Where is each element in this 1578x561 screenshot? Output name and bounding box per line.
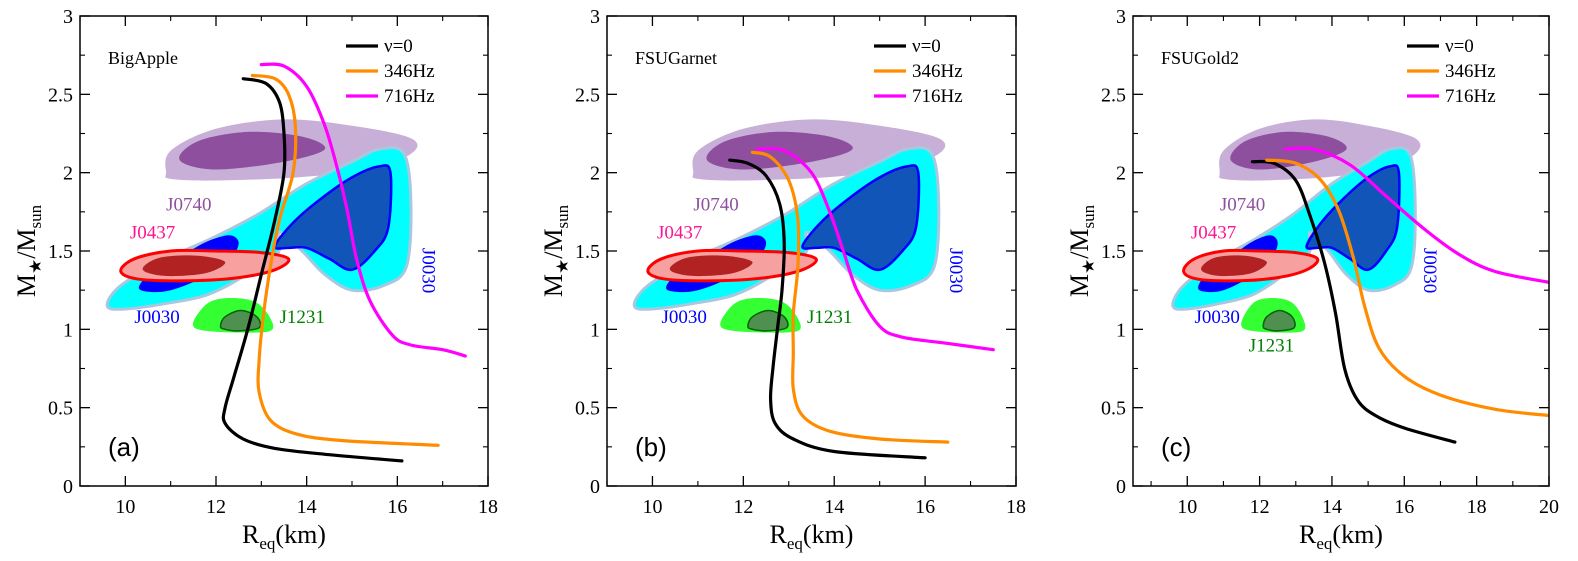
legend-entry: 716Hz: [384, 86, 435, 107]
j0437-inner-region: [142, 255, 226, 277]
j0740-inner-region: [179, 131, 326, 170]
y-axis-label: M★/Msun: [539, 204, 572, 297]
series-line-0: [728, 158, 927, 460]
j0437-inner-region: [669, 255, 753, 277]
series-line-0: [1250, 159, 1457, 444]
y-tick-label: 1: [63, 319, 73, 341]
series-line-0: [221, 77, 404, 463]
label-j0030-left: J0030: [134, 307, 179, 328]
panel-letter: (b): [635, 432, 667, 462]
series-line-2: [1283, 146, 1549, 284]
legend-entry: 716Hz: [912, 86, 963, 107]
y-tick-label: 2: [1116, 163, 1126, 185]
x-tick-label: 14: [297, 496, 317, 518]
panel-bigapple: 10 12 14 16 18 0 0.5 1 1.5 2 2.5 3 Req(km) M★/Msun Big…: [12, 6, 498, 553]
x-tick-label: 12: [733, 496, 753, 518]
x-tick-label: 16: [1394, 496, 1414, 518]
y-tick-label: 1: [1116, 319, 1126, 341]
y-tick-label: 2.5: [575, 84, 600, 106]
y-tick-label: 3: [590, 6, 600, 28]
x-tick-label: 16: [387, 496, 407, 518]
label-j1231: J1231: [807, 307, 852, 328]
legend-entry: 346Hz: [912, 61, 963, 82]
series-line-1: [1265, 158, 1549, 418]
j0030-inner-region-upper: [273, 164, 393, 272]
legend-entry: ν=0: [912, 36, 941, 57]
label-j0030-left: J0030: [1194, 307, 1239, 328]
x-axis-label: Req(km): [1299, 520, 1383, 553]
legend-entry: 346Hz: [384, 61, 435, 82]
y-tick-label: 1.5: [575, 241, 600, 263]
x-tick-label: 10: [1177, 496, 1197, 518]
x-tick-label: 16: [915, 496, 935, 518]
y-axis-label: M★/Msun: [1065, 204, 1098, 297]
x-axis-label: Req(km): [770, 520, 854, 553]
legend-entry: 716Hz: [1445, 86, 1496, 107]
label-j0030-right: J0030: [417, 248, 438, 293]
model-name: FSUGold2: [1161, 48, 1239, 68]
x-tick-label: 14: [824, 496, 844, 518]
label-j0030-right: J0030: [1419, 248, 1440, 293]
y-tick-label: 0.5: [1101, 398, 1126, 420]
label-j0030-left: J0030: [662, 307, 707, 328]
x-tick-label: 10: [115, 496, 135, 518]
panel-letter: (a): [108, 432, 140, 462]
label-j0740: J0740: [693, 194, 738, 215]
y-tick-label: 0: [590, 476, 600, 498]
label-j0740: J0740: [166, 194, 211, 215]
panel-fsugold2: 10 12 14 16 18 20 0 0.5 1 1.5 2 2.5 3 Req(km) M★/Msun F…: [1065, 6, 1559, 553]
y-tick-label: 1: [590, 319, 600, 341]
y-tick-label: 2.5: [48, 84, 73, 106]
x-tick-label: 18: [1467, 496, 1487, 518]
plot-area: [632, 119, 995, 460]
x-tick-label: 20: [1539, 496, 1559, 518]
model-name: BigApple: [108, 48, 178, 68]
label-j0437: J0437: [130, 222, 175, 243]
j0030-inner-region-upper: [801, 164, 921, 272]
panel-fsugarnet: 10 12 14 16 18 0 0.5 1 1.5 2 2.5 3 Req(km) M★/Msun FSU…: [539, 6, 1026, 553]
y-tick-label: 0.5: [575, 398, 600, 420]
x-tick-label: 18: [478, 496, 498, 518]
y-tick-label: 0: [1116, 476, 1126, 498]
y-tick-label: 0.5: [48, 398, 73, 420]
series-line-1: [750, 150, 950, 444]
y-tick-label: 1.5: [1101, 241, 1126, 263]
label-j1231: J1231: [279, 307, 324, 328]
label-j1231: J1231: [1249, 335, 1294, 356]
x-tick-label: 14: [1322, 496, 1342, 518]
y-tick-label: 2: [590, 163, 600, 185]
series-line-2: [259, 62, 467, 358]
x-tick-label: 10: [642, 496, 662, 518]
legend-entry: ν=0: [1445, 36, 1474, 57]
j1231-inner-region: [1262, 309, 1296, 332]
plot-area: [1171, 119, 1549, 444]
plot-area: [105, 62, 467, 463]
y-tick-label: 2.5: [1101, 84, 1126, 106]
y-tick-label: 0: [63, 476, 73, 498]
j0030-inner-region-upper: [1305, 164, 1401, 272]
label-j0437: J0437: [1191, 222, 1236, 243]
y-tick-label: 2: [63, 163, 73, 185]
label-j0437: J0437: [657, 222, 702, 243]
y-tick-label: 1.5: [48, 241, 73, 263]
x-tick-label: 12: [1250, 496, 1270, 518]
y-tick-label: 3: [1116, 6, 1126, 28]
j0437-inner-region: [1200, 255, 1267, 277]
x-axis-label: Req(km): [242, 520, 326, 553]
legend-entry: 346Hz: [1445, 61, 1496, 82]
label-j0740: J0740: [1220, 194, 1265, 215]
panel-letter: (c): [1161, 432, 1191, 462]
x-tick-label: 18: [1006, 496, 1026, 518]
y-tick-label: 3: [63, 6, 73, 28]
label-j0030-right: J0030: [945, 248, 966, 293]
series-line-1: [250, 73, 440, 447]
model-name: FSUGarnet: [635, 48, 717, 68]
x-tick-label: 12: [206, 496, 226, 518]
legend-entry: ν=0: [384, 36, 413, 57]
series-line-2: [755, 146, 995, 352]
y-axis-label: M★/Msun: [12, 204, 45, 297]
